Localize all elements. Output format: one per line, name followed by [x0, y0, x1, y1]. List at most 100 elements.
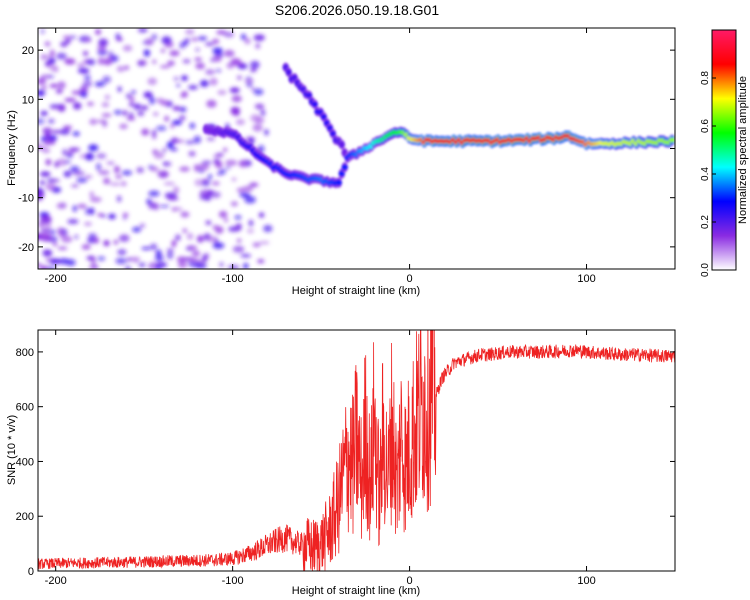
- noise-blob: [244, 196, 256, 204]
- noise-blob: [244, 37, 251, 45]
- noise-blob: [207, 235, 218, 243]
- snr-x-label: Height of straight line (km): [292, 585, 420, 597]
- noise-blob: [79, 85, 89, 94]
- noise-blob: [116, 65, 125, 73]
- noise-blob: [57, 81, 66, 89]
- noise-blob: [212, 242, 225, 249]
- noise-blob: [194, 263, 207, 269]
- noise-blob: [117, 86, 122, 93]
- noise-blob: [231, 111, 238, 116]
- noise-blob: [66, 153, 74, 158]
- colorbar-ticks: 0.0 0.2 0.4 0.6 0.8: [700, 71, 716, 277]
- noise-blob: [125, 265, 131, 269]
- noise-blob: [119, 123, 128, 130]
- noise-blob: [81, 244, 91, 250]
- noise-blob: [137, 110, 145, 117]
- noise-blob: [235, 223, 242, 231]
- noise-blob: [121, 170, 133, 176]
- noise-blob: [207, 173, 212, 181]
- noise-blob: [91, 257, 96, 266]
- snr-y-ticks: 0 200 400 600 800: [16, 347, 675, 578]
- noise-blob: [263, 224, 273, 233]
- snr-x-ticks: -200 -100 0 100: [45, 330, 596, 587]
- y-tick-label: 0: [28, 144, 34, 156]
- noise-blob: [188, 150, 196, 157]
- track-blob: [338, 142, 345, 147]
- noise-blob: [49, 63, 56, 72]
- noise-blob: [38, 196, 43, 201]
- noise-blob: [39, 212, 50, 217]
- noise-blob: [148, 190, 160, 197]
- colorbar-tick-label: 0.2: [700, 215, 711, 229]
- noise-blob: [189, 122, 196, 129]
- noise-blob: [264, 129, 269, 136]
- noise-blob: [133, 103, 142, 110]
- noise-blob: [143, 91, 153, 99]
- snr-y-label: SNR (10 * v/v): [6, 415, 18, 485]
- noise-blob: [84, 74, 91, 81]
- noise-blob: [175, 234, 181, 241]
- track-blob: [338, 171, 345, 176]
- noise-blob: [231, 95, 242, 103]
- noise-blob: [103, 240, 110, 247]
- noise-blob: [154, 255, 164, 261]
- snr-series-line: [38, 330, 675, 571]
- spectrogram-heatmap: [38, 28, 675, 269]
- noise-blob: [223, 49, 235, 57]
- noise-blob: [48, 57, 56, 65]
- noise-blob: [52, 242, 58, 247]
- noise-blob: [239, 63, 246, 68]
- noise-blob: [195, 62, 206, 70]
- noise-blob: [189, 257, 199, 263]
- noise-blob: [38, 141, 42, 146]
- noise-blob: [40, 136, 47, 142]
- noise-blob: [182, 59, 191, 64]
- noise-blob: [56, 158, 68, 167]
- noise-blob: [240, 254, 252, 258]
- noise-blob: [206, 99, 217, 108]
- noise-blob: [164, 115, 170, 122]
- noise-blob: [70, 184, 79, 188]
- noise-blob: [89, 196, 102, 203]
- noise-blob: [163, 181, 176, 186]
- noise-blob: [120, 181, 127, 187]
- noise-blob: [229, 87, 240, 94]
- noise-blob: [191, 250, 201, 257]
- noise-blob: [259, 241, 270, 245]
- noise-blob: [236, 238, 242, 243]
- noise-blob: [162, 147, 167, 153]
- noise-blob: [254, 103, 265, 110]
- y-tick-label: 20: [22, 45, 34, 57]
- noise-blob: [89, 191, 95, 198]
- noise-blob: [205, 220, 212, 225]
- noise-blob: [194, 178, 205, 187]
- noise-blob: [41, 147, 51, 154]
- noise-blob: [103, 177, 111, 185]
- noise-blob: [180, 211, 190, 218]
- noise-blob: [173, 186, 180, 195]
- noise-blob: [58, 258, 70, 265]
- noise-blob: [167, 60, 175, 66]
- noise-blob: [157, 170, 163, 175]
- colorbar-gradient: [712, 30, 736, 270]
- noise-blob: [160, 48, 166, 53]
- noise-blob: [230, 58, 242, 66]
- noise-blob: [156, 125, 167, 131]
- noise-blob: [155, 266, 162, 269]
- noise-blob: [198, 168, 205, 174]
- noise-blob: [110, 55, 119, 62]
- noise-blob: [94, 81, 106, 87]
- noise-blob: [115, 174, 123, 179]
- noise-blob: [116, 195, 122, 203]
- noise-blob: [40, 171, 51, 177]
- noise-blob: [72, 131, 80, 136]
- noise-blob: [231, 177, 237, 182]
- noise-blob: [76, 62, 86, 68]
- noise-blob: [235, 118, 245, 126]
- colorbar-tick-label: 0.0: [700, 263, 711, 277]
- noise-blob: [88, 233, 97, 239]
- noise-blob: [159, 65, 171, 69]
- noise-blob: [186, 245, 198, 251]
- noise-blobs: [38, 28, 273, 269]
